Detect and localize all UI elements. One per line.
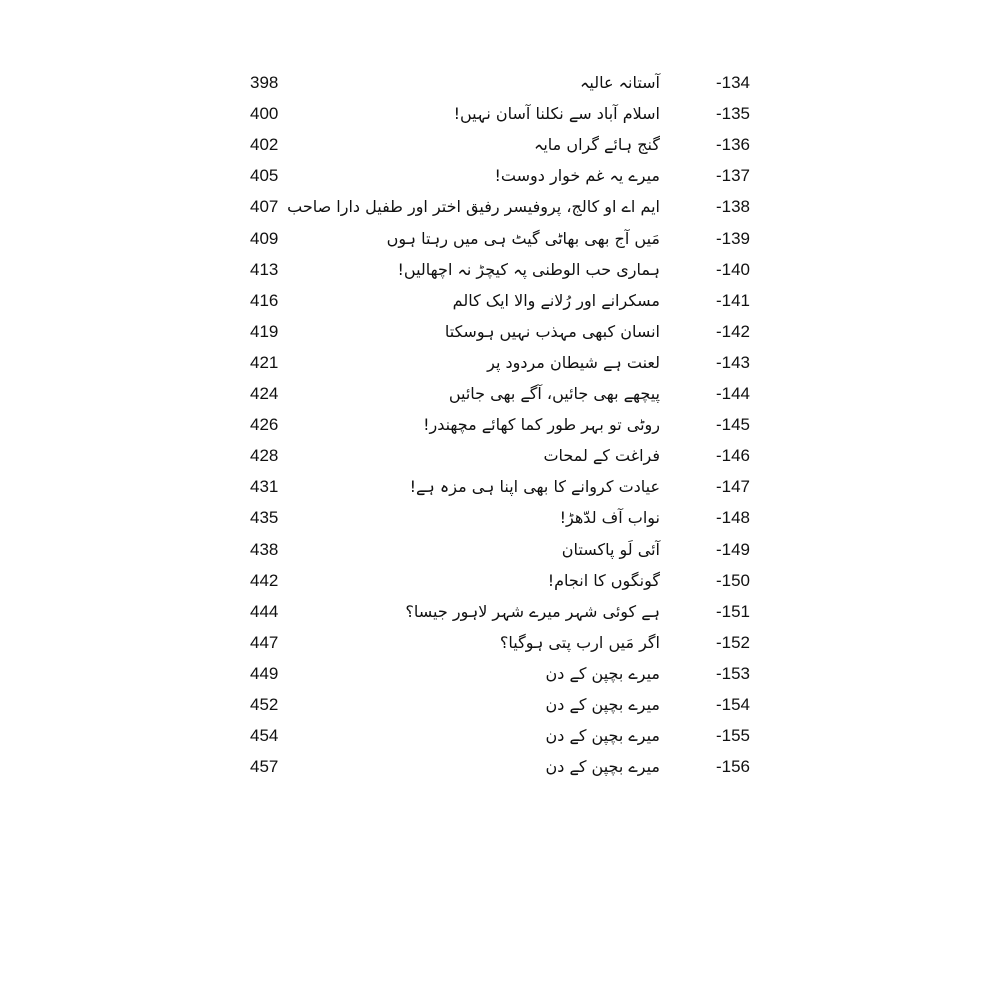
page-number: 457 [250, 757, 279, 777]
entry-number: -143 [715, 352, 750, 372]
entry-number: -142 [715, 321, 750, 341]
page-number: 400 [250, 104, 279, 124]
toc-entry: 426 -145 روٹی تو بہر طور کما کھائے مچھندر! [0, 409, 1000, 440]
entry-number: -149 [715, 539, 750, 559]
entry-title: گونگوں کا انجام! [547, 570, 660, 590]
entry-title: نواب آف لدّھڑ! [559, 508, 660, 528]
entry-title: لعنت ہے شیطان مردود پر [487, 352, 660, 372]
toc-entry: 431 -147 عیادت کروانے کا بھی اپنا ہی مزہ ہ… [0, 471, 1000, 502]
page-number: 444 [250, 601, 279, 621]
page-number: 424 [250, 384, 279, 403]
entry-title: میرے بچپن کے دن [545, 695, 660, 714]
entry-title: میرے بچپن کے دن [545, 757, 660, 777]
page-number: 402 [250, 135, 279, 155]
entry-title: روٹی تو بہر طور کما کھائے مچھندر! [423, 415, 660, 435]
entry-title: میرے بچپن کے دن [545, 726, 660, 746]
entry-number: -155 [715, 726, 750, 746]
page-number: 421 [250, 352, 279, 372]
entry-number: -144 [715, 384, 750, 403]
page-number: 449 [250, 663, 279, 683]
toc-entry: 449 -153 میرے بچپن کے دن [0, 658, 1000, 689]
page-number: 426 [250, 415, 279, 435]
page-number: 419 [250, 321, 279, 341]
entry-number: -137 [715, 166, 750, 186]
entry-number: -151 [715, 601, 750, 621]
entry-title: ہے کوئی شہر میرے شہر لاہور جیسا؟ [405, 601, 660, 621]
entry-number: -152 [715, 632, 750, 652]
entry-title: مسکرانے اور رُلانے والا ایک کالم [452, 290, 660, 310]
entry-title: پیچھے بھی جائیں، آگے بھی جائیں [448, 384, 660, 403]
entry-title: اسلام آباد سے نکلنا آسان نہیں! [453, 104, 660, 124]
entry-number: -141 [715, 290, 750, 310]
toc-entry: 457 -156 میرے بچپن کے دن [0, 751, 1000, 782]
entry-number: -145 [715, 415, 750, 435]
toc-entry: 438 -149 آئی لَو پاکستان [0, 534, 1000, 565]
entry-title: عیادت کروانے کا بھی اپنا ہی مزہ ہے! [409, 477, 660, 497]
toc-entry: 416 -141 مسکرانے اور رُلانے والا ایک کالم [0, 285, 1000, 316]
entry-number: -148 [715, 508, 750, 528]
page-number: 413 [250, 259, 279, 279]
toc-entry: 407 -138 ایم اے او کالج، پروفیسر رفیق اختر… [0, 191, 1000, 222]
toc-entry: 398 -134 آستانہ عالیہ [0, 67, 1000, 98]
entry-number: -138 [715, 197, 750, 217]
entry-title: اگر مَیں ارب پتی ہوگیا؟ [499, 632, 660, 652]
page-number: 438 [250, 539, 279, 559]
page-number: 407 [250, 197, 279, 217]
toc-entry: 419 -142 انسان کبھی مہذب نہیں ہوسکتا [0, 316, 1000, 347]
toc-entry: 413 -140 ہماری حب الوطنی پہ کیچڑ نہ اچھالی… [0, 254, 1000, 285]
entry-number: -150 [715, 570, 750, 590]
entry-number: -139 [715, 228, 750, 248]
toc-entry: 409 -139 مَیں آج بھی بھاٹی گیٹ ہی میں رہتا… [0, 223, 1000, 254]
page-number: 447 [250, 632, 279, 652]
entry-number: -147 [715, 477, 750, 497]
entry-title: میرے یہ غم خوار دوست! [494, 166, 661, 186]
toc-entry: 447 -152 اگر مَیں ارب پتی ہوگیا؟ [0, 627, 1000, 658]
toc-entry: 400 -135 اسلام آباد سے نکلنا آسان نہیں! [0, 98, 1000, 129]
page-number: 435 [250, 508, 279, 528]
page-number: 416 [250, 290, 279, 310]
entry-title: فراغت کے لمحات [543, 446, 660, 466]
toc-entry: 442 -150 گونگوں کا انجام! [0, 565, 1000, 596]
entry-title: ایم اے او کالج، پروفیسر رفیق اختر اور طف… [287, 197, 660, 217]
entry-number: -136 [715, 135, 750, 155]
page-number: 452 [250, 695, 279, 714]
entry-number: -134 [715, 73, 750, 92]
toc-entry: 402 -136 گنج ہائے گراں مایہ [0, 129, 1000, 160]
page-number: 398 [250, 73, 279, 92]
entry-title: آستانہ عالیہ [580, 73, 660, 92]
page-number: 428 [250, 446, 279, 466]
toc-entry: 424 -144 پیچھے بھی جائیں، آگے بھی جائیں [0, 378, 1000, 409]
page-number: 405 [250, 166, 279, 186]
toc-entry: 405 -137 میرے یہ غم خوار دوست! [0, 160, 1000, 191]
entry-number: -156 [715, 757, 750, 777]
entry-title: میرے بچپن کے دن [545, 663, 660, 683]
entry-number: -154 [715, 695, 750, 714]
page-number: 409 [250, 228, 279, 248]
entry-title: انسان کبھی مہذب نہیں ہوسکتا [444, 321, 660, 341]
toc-entry: 421 -143 لعنت ہے شیطان مردود پر [0, 347, 1000, 378]
entry-number: -153 [715, 663, 750, 683]
page-number: 431 [250, 477, 279, 497]
toc-entry: 428 -146 فراغت کے لمحات [0, 440, 1000, 471]
entry-number: -135 [715, 104, 750, 124]
entry-title: مَیں آج بھی بھاٹی گیٹ ہی میں رہتا ہوں [386, 228, 660, 248]
toc-entry: 454 -155 میرے بچپن کے دن [0, 720, 1000, 751]
toc-entry: 435 -148 نواب آف لدّھڑ! [0, 502, 1000, 533]
entry-number: -146 [715, 446, 750, 466]
page-number: 442 [250, 570, 279, 590]
entry-title: گنج ہائے گراں مایہ [533, 135, 660, 155]
toc-entry: 452 -154 میرے بچپن کے دن [0, 689, 1000, 720]
entry-number: -140 [715, 259, 750, 279]
entry-title: آئی لَو پاکستان [561, 539, 660, 559]
entry-title: ہماری حب الوطنی پہ کیچڑ نہ اچھالیں! [397, 259, 661, 279]
page-number: 454 [250, 726, 279, 746]
toc-entry: 444 -151 ہے کوئی شہر میرے شہر لاہور جیسا؟ [0, 596, 1000, 627]
